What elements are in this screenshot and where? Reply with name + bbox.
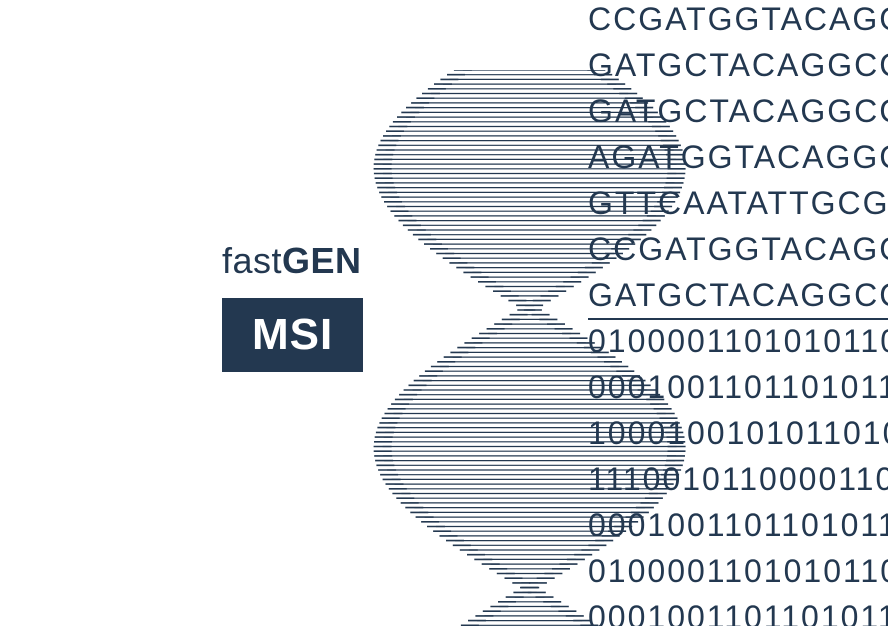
brand-badge: MSI (222, 298, 363, 372)
binary-line: 0100001101010110 (588, 318, 888, 364)
binary-line: 1110010110000110 (588, 456, 888, 502)
binary-line: 0001001101101011 (588, 594, 888, 626)
dna-line: CCGATGGTACAGG (588, 226, 888, 272)
binary-line: 0001001101101011 (588, 502, 888, 548)
dna-line: GTTCAATATTGCGA (588, 180, 888, 226)
canvas: fastGEN MSI CCGATGGTACAGG GATGCTACAGGCC … (0, 0, 888, 626)
section-divider (588, 318, 888, 320)
binary-line: 0100001101010110 (588, 548, 888, 594)
dna-line: AGATGGTACAGGC (588, 134, 888, 180)
dna-line: GATGCTACAGGCC (588, 42, 888, 88)
dna-line: GATGCTACAGGCC (588, 272, 888, 318)
dna-line: CCGATGGTACAGG (588, 0, 888, 42)
sequence-block: CCGATGGTACAGG GATGCTACAGGCC GATGCTACAGGC… (588, 0, 888, 626)
brand-prefix-light: fast (222, 240, 282, 281)
binary-line: 0001001101101011 (588, 364, 888, 410)
brand-title: fastGEN (222, 240, 363, 282)
dna-line: GATGCTACAGGCC (588, 88, 888, 134)
binary-line: 1000100101011010 (588, 410, 888, 456)
brand-block: fastGEN MSI (222, 240, 363, 372)
brand-prefix-bold: GEN (282, 240, 362, 281)
